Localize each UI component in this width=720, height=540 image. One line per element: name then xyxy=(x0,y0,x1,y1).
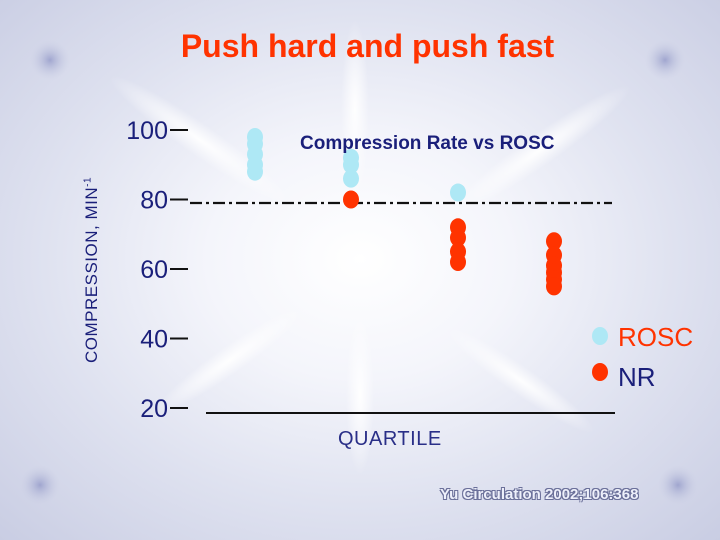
point-rosc-6 xyxy=(343,155,359,174)
legend-label-rosc: ROSC xyxy=(618,322,694,352)
point-nr-0 xyxy=(343,190,359,209)
light-streak-bottom xyxy=(346,315,374,475)
legend-markers xyxy=(592,327,608,381)
y-axis-label-superscript: -1 xyxy=(82,176,94,187)
point-rosc-4 xyxy=(247,162,263,181)
point-nr-2 xyxy=(450,228,466,247)
corner-glow-bottom-left xyxy=(20,465,60,505)
y-axis-label-text: COMPRESSION, MIN xyxy=(82,186,101,364)
chart-title: Compression Rate vs ROSC xyxy=(300,133,555,154)
corner-glow-bottom-right xyxy=(658,465,698,505)
corner-glow-top-left xyxy=(30,40,70,80)
light-streak-top-right xyxy=(449,85,631,215)
point-rosc-7 xyxy=(343,169,359,188)
y-tick-label-3: 40 xyxy=(140,326,168,354)
legend-label-nr: NR xyxy=(618,362,656,392)
y-tick-label-1: 80 xyxy=(140,187,168,215)
y-axis: 100 80 60 40 20 xyxy=(126,117,188,423)
legend-marker-nr xyxy=(592,363,608,381)
light-streak-bottom-right xyxy=(445,327,595,433)
y-tick-label-2: 60 xyxy=(140,256,168,284)
citation: Yu Circulation 2002;106:368 xyxy=(440,486,639,503)
y-tick-label-0: 100 xyxy=(126,117,168,145)
slide-title: Push hard and push fast xyxy=(180,28,555,64)
point-nr-4 xyxy=(450,253,466,272)
data-points xyxy=(247,127,562,296)
point-nr-10 xyxy=(546,277,562,296)
corner-glow-top-right xyxy=(645,40,685,80)
light-streak-bottom-left xyxy=(155,307,305,413)
legend-marker-rosc xyxy=(592,327,608,345)
point-nr-5 xyxy=(546,232,562,251)
y-tick-label-4: 20 xyxy=(140,395,168,423)
x-axis-label: QUARTILE xyxy=(338,428,442,450)
point-rosc-8 xyxy=(450,183,466,202)
y-axis-label: COMPRESSION, MIN-1 xyxy=(82,177,102,363)
light-streak-top-left xyxy=(109,75,291,205)
